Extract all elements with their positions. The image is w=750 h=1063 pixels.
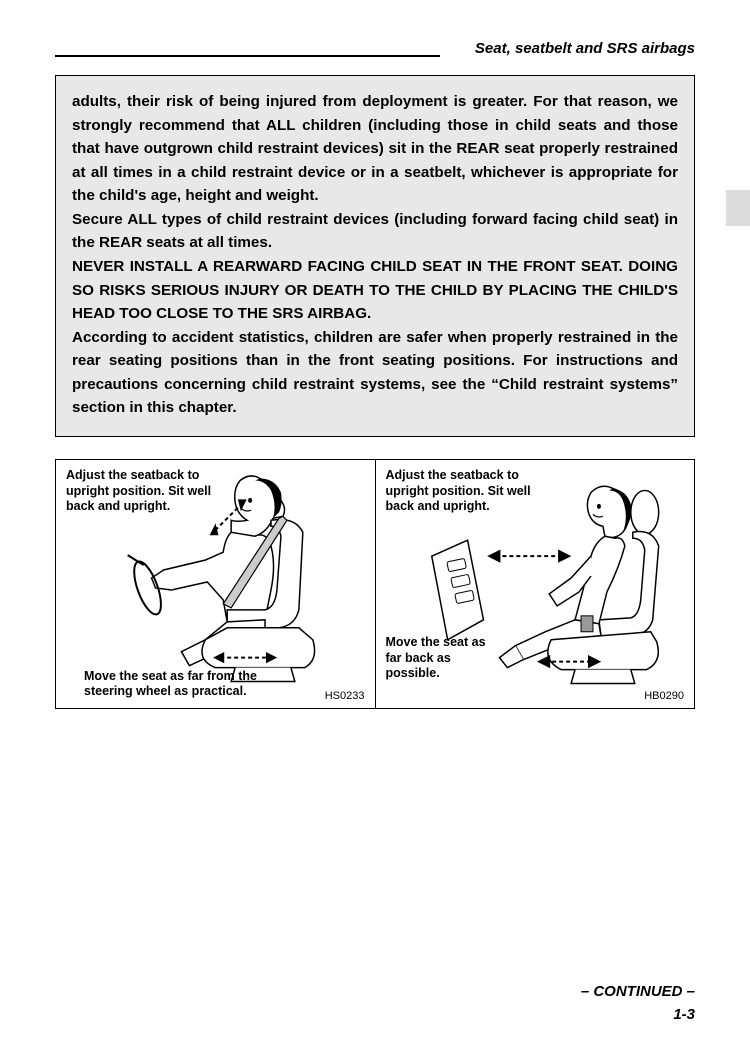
figure-row: Adjust the seatback to upright position.…: [55, 459, 695, 709]
warning-callout: adults, their risk of being injured from…: [55, 75, 695, 437]
fig-right-caption-top: Adjust the seatback to upright position.…: [386, 468, 536, 515]
page-number: 1-3: [581, 1006, 695, 1023]
fig-right-caption-bottom: Move the seat as far back as possible.: [386, 635, 496, 682]
header-title: Seat, seatbelt and SRS airbags: [448, 40, 695, 57]
header-rule: [55, 55, 440, 57]
page-header: Seat, seatbelt and SRS airbags: [55, 40, 695, 57]
continued-label: – CONTINUED –: [581, 983, 695, 1000]
page-footer: – CONTINUED – 1-3: [581, 983, 695, 1023]
figure-left: Adjust the seatback to upright position.…: [56, 460, 376, 708]
fig-left-caption-top: Adjust the seatback to upright position.…: [66, 468, 216, 515]
callout-text: adults, their risk of being injured from…: [72, 90, 678, 420]
side-tab: [726, 190, 750, 226]
figure-right: Adjust the seatback to upright position.…: [376, 460, 695, 708]
fig-left-code: HS0233: [325, 690, 365, 702]
fig-right-code: HB0290: [644, 690, 684, 702]
fig-left-caption-bottom: Move the seat as far from the steering w…: [84, 669, 284, 700]
